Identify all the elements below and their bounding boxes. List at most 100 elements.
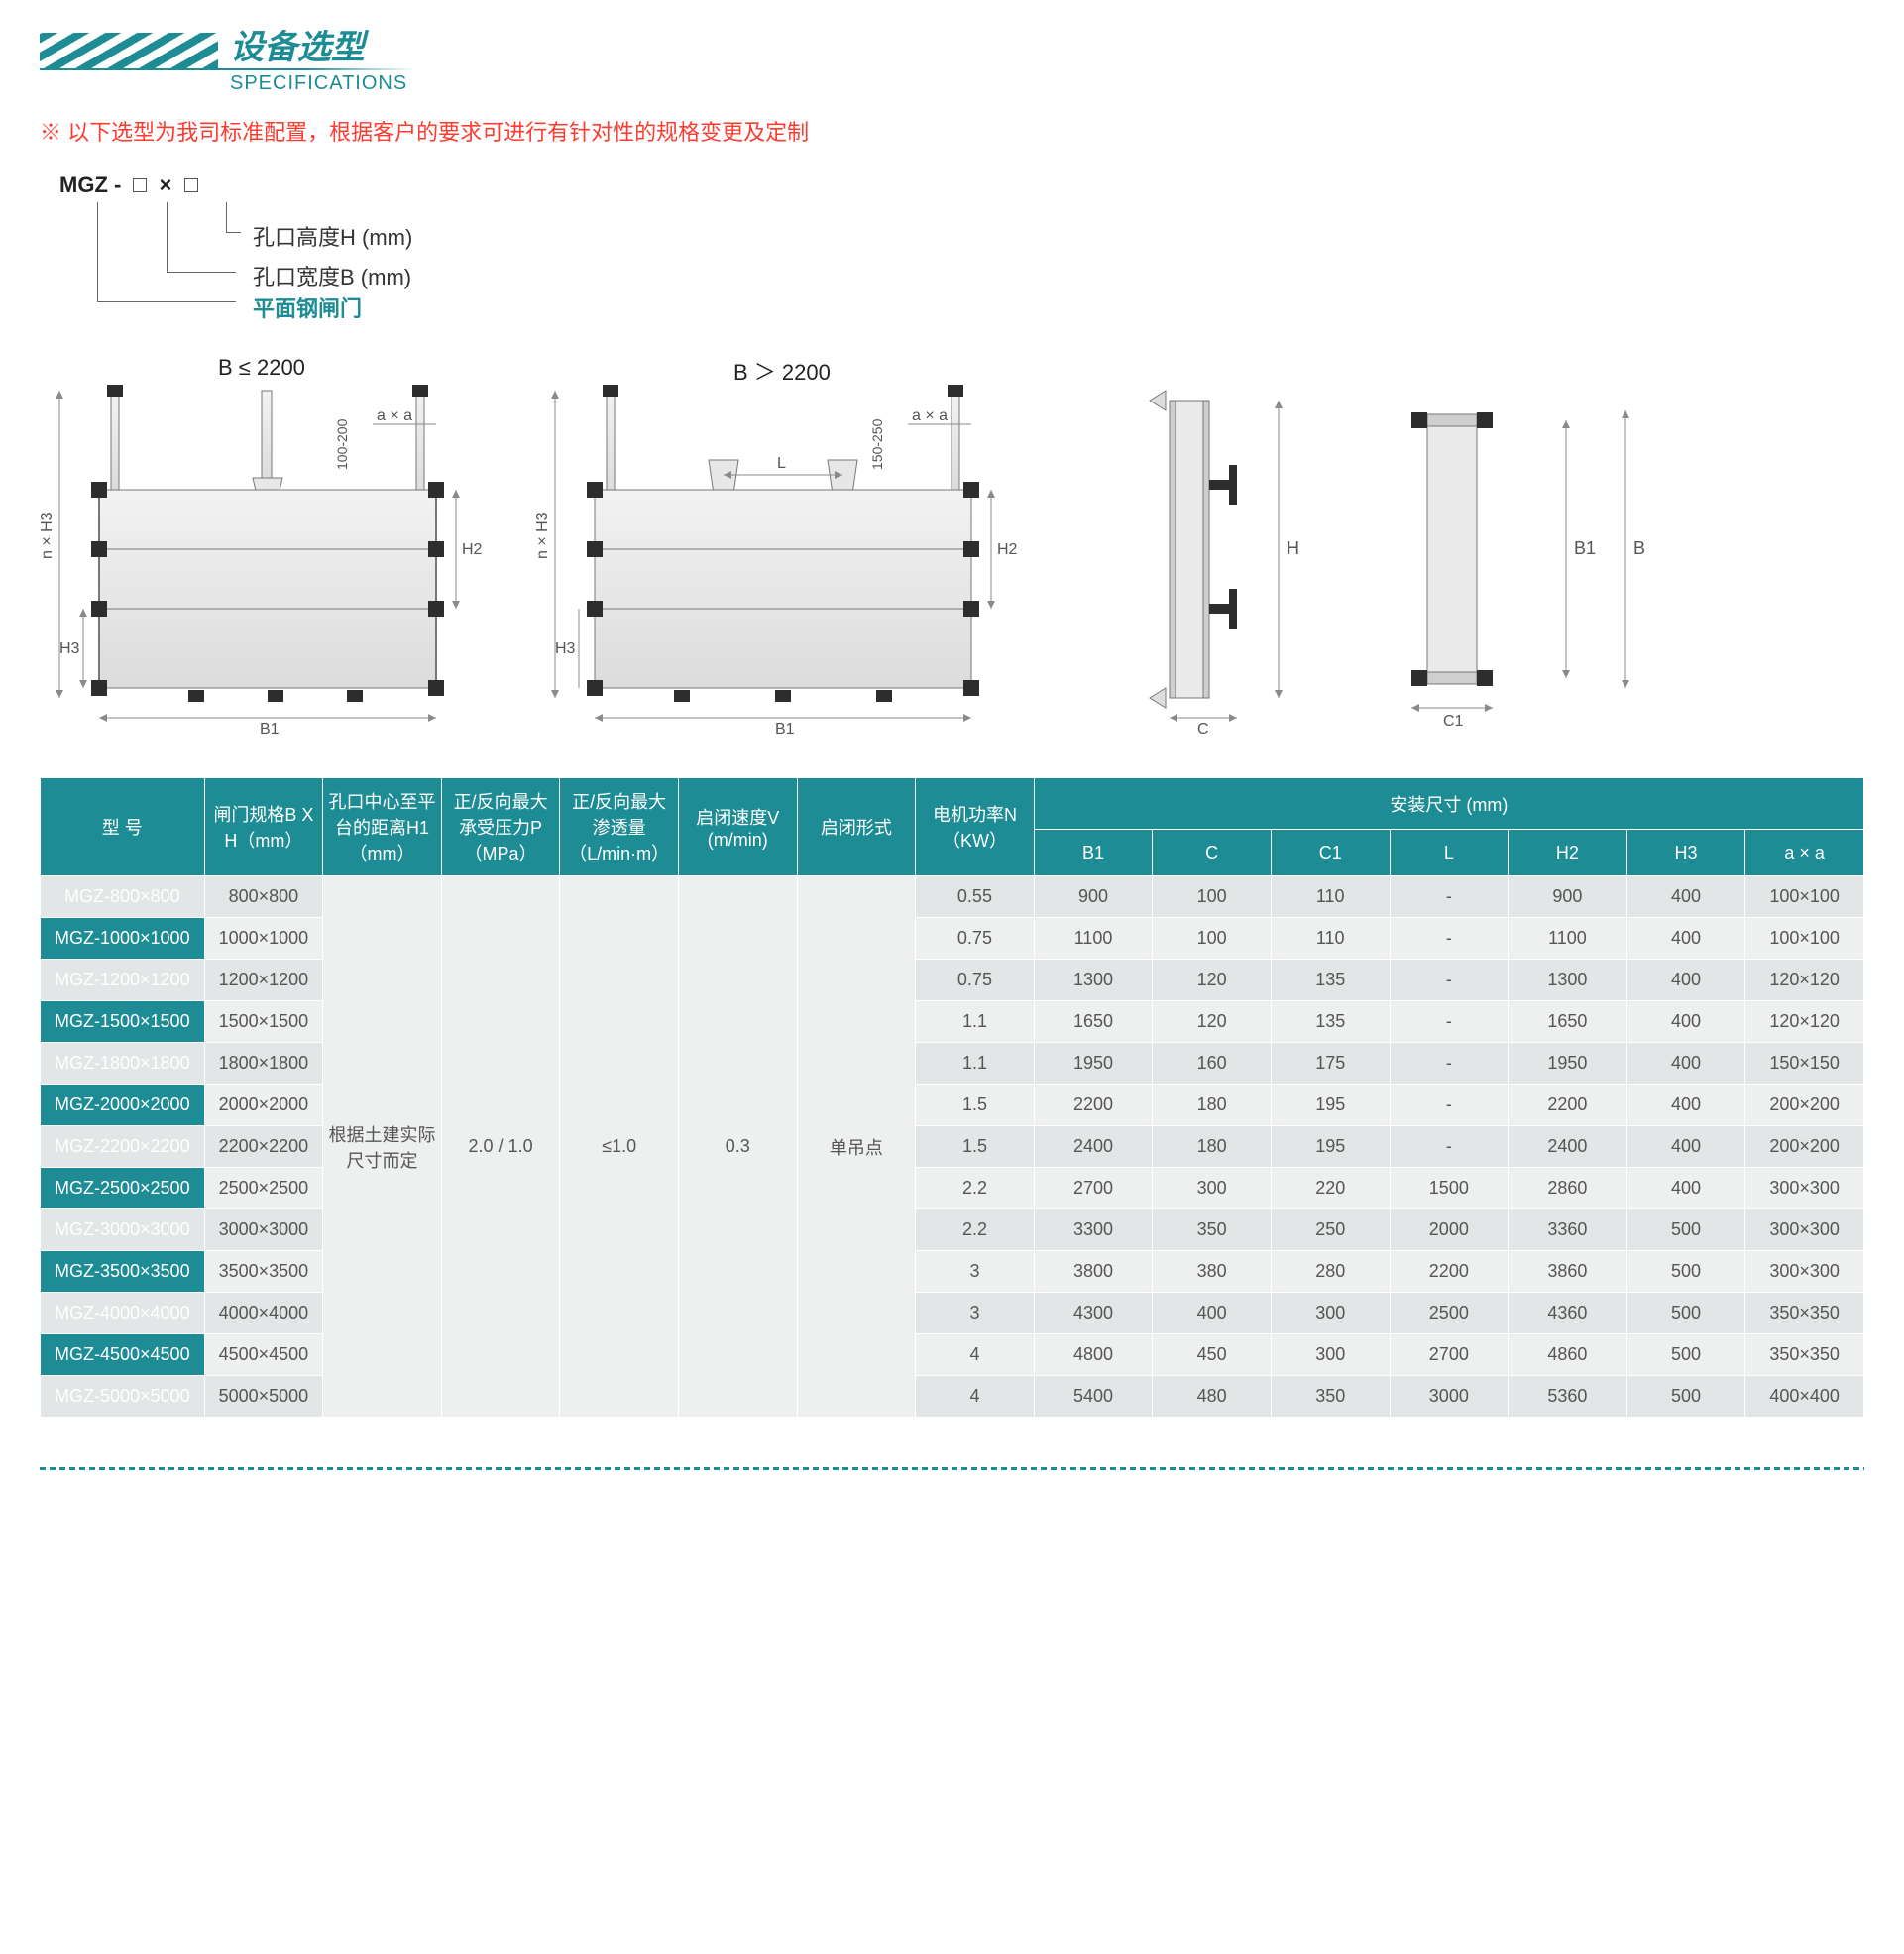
diagram-side-c: H C xyxy=(1070,361,1328,738)
cell-c1: 220 xyxy=(1271,1168,1390,1209)
cell-aa: 300×300 xyxy=(1745,1168,1864,1209)
model-legend: MGZ - × 孔口高度H (mm) 孔口宽度B (mm) 平面钢闸门 xyxy=(59,172,1864,331)
cell-h2: 2860 xyxy=(1509,1168,1627,1209)
cell-l: 3000 xyxy=(1390,1376,1509,1418)
table-row: MGZ-2000×20002000×20001.52200180195-2200… xyxy=(41,1085,1864,1126)
cell-b1: 1100 xyxy=(1034,918,1153,960)
cell-b1: 2200 xyxy=(1034,1085,1153,1126)
cell-size: 3500×3500 xyxy=(204,1251,323,1293)
cell-h1-merged: 根据土建实际尺寸而定 xyxy=(323,876,442,1418)
cell-c: 350 xyxy=(1153,1209,1272,1251)
svg-text:H3: H3 xyxy=(555,640,576,657)
cell-aa: 300×300 xyxy=(1745,1251,1864,1293)
cell-model: MGZ-2000×2000 xyxy=(41,1085,205,1126)
th-v: 启闭速度V (m/min) xyxy=(678,778,797,876)
cell-aa: 350×350 xyxy=(1745,1334,1864,1376)
cell-c1: 110 xyxy=(1271,918,1390,960)
cell-l: 1500 xyxy=(1390,1168,1509,1209)
cell-model: MGZ-1800×1800 xyxy=(41,1043,205,1085)
cell-c: 300 xyxy=(1153,1168,1272,1209)
cell-l: - xyxy=(1390,918,1509,960)
cell-n: 2.2 xyxy=(916,1209,1035,1251)
cell-l: 2000 xyxy=(1390,1209,1509,1251)
table-row: MGZ-4000×40004000×4000343004003002500436… xyxy=(41,1293,1864,1334)
svg-text:a × a: a × a xyxy=(912,407,948,424)
cell-aa: 200×200 xyxy=(1745,1085,1864,1126)
cell-size: 800×800 xyxy=(204,876,323,918)
svg-text:a × a: a × a xyxy=(377,407,412,424)
cell-n: 0.75 xyxy=(916,960,1035,1001)
cell-model: MGZ-2500×2500 xyxy=(41,1168,205,1209)
th-h3: H3 xyxy=(1626,830,1745,876)
th-l: L xyxy=(1390,830,1509,876)
cell-size: 1200×1200 xyxy=(204,960,323,1001)
cell-p-merged: 2.0 / 1.0 xyxy=(441,876,560,1418)
svg-text:C: C xyxy=(1197,721,1209,738)
svg-text:100-200: 100-200 xyxy=(334,418,350,470)
title-en: SPECIFICATIONS xyxy=(230,72,1864,95)
cell-h2: 4860 xyxy=(1509,1334,1627,1376)
cell-h3: 400 xyxy=(1626,1168,1745,1209)
legend-name: 平面钢闸门 xyxy=(253,291,362,323)
cell-h2: 5360 xyxy=(1509,1376,1627,1418)
th-h2: H2 xyxy=(1509,830,1627,876)
th-leak: 正/反向最大渗透量（L/min·m） xyxy=(560,778,679,876)
cell-h2: 2400 xyxy=(1509,1126,1627,1168)
cell-model: MGZ-1500×1500 xyxy=(41,1001,205,1043)
table-head: 型 号 闸门规格B X H（mm） 孔口中心至平台的距离H1（mm） 正/反向最… xyxy=(41,778,1864,876)
cell-c1: 300 xyxy=(1271,1293,1390,1334)
cell-h3: 500 xyxy=(1626,1376,1745,1418)
legend-b: 孔口宽度B (mm) xyxy=(253,260,411,291)
cell-aa: 150×150 xyxy=(1745,1043,1864,1085)
cell-model: MGZ-800×800 xyxy=(41,876,205,918)
cell-h2: 1100 xyxy=(1509,918,1627,960)
table-row: MGZ-2200×22002200×22001.52400180195-2400… xyxy=(41,1126,1864,1168)
th-size: 闸门规格B X H（mm） xyxy=(204,778,323,876)
cell-size: 2200×2200 xyxy=(204,1126,323,1168)
cell-size: 5000×5000 xyxy=(204,1376,323,1418)
cell-l: - xyxy=(1390,1001,1509,1043)
cell-c1: 175 xyxy=(1271,1043,1390,1085)
cell-b1: 5400 xyxy=(1034,1376,1153,1418)
cell-c1: 110 xyxy=(1271,876,1390,918)
th-type: 启闭形式 xyxy=(797,778,916,876)
cell-h2: 1950 xyxy=(1509,1043,1627,1085)
svg-text:B: B xyxy=(1633,538,1645,558)
cell-size: 1500×1500 xyxy=(204,1001,323,1043)
th-install: 安装尺寸 (mm) xyxy=(1034,778,1863,830)
cell-model: MGZ-1000×1000 xyxy=(41,918,205,960)
diagram-front-single: B ≤ 2200 n × H3 xyxy=(40,361,496,738)
cell-h2: 3860 xyxy=(1509,1251,1627,1293)
cell-n: 0.55 xyxy=(916,876,1035,918)
cell-c1: 135 xyxy=(1271,1001,1390,1043)
cell-n: 0.75 xyxy=(916,918,1035,960)
cell-size: 4000×4000 xyxy=(204,1293,323,1334)
cell-size: 1800×1800 xyxy=(204,1043,323,1085)
cell-c: 120 xyxy=(1153,1001,1272,1043)
svg-text:H: H xyxy=(1287,538,1299,558)
cell-l: 2200 xyxy=(1390,1251,1509,1293)
cell-h2: 1300 xyxy=(1509,960,1627,1001)
cell-c1: 350 xyxy=(1271,1376,1390,1418)
model-code: MGZ - × xyxy=(59,172,204,198)
cell-aa: 350×350 xyxy=(1745,1293,1864,1334)
table-row: MGZ-3500×35003500×3500338003802802200386… xyxy=(41,1251,1864,1293)
cell-model: MGZ-3000×3000 xyxy=(41,1209,205,1251)
table-row: MGZ-4500×45004500×4500448004503002700486… xyxy=(41,1334,1864,1376)
cell-b1: 3800 xyxy=(1034,1251,1153,1293)
cell-c: 180 xyxy=(1153,1126,1272,1168)
diagram-side-c1: B1 B C1 xyxy=(1368,361,1685,738)
cell-h3: 500 xyxy=(1626,1209,1745,1251)
cell-v-merged: 0.3 xyxy=(678,876,797,1418)
cell-size: 1000×1000 xyxy=(204,918,323,960)
cell-b1: 2700 xyxy=(1034,1168,1153,1209)
cell-size: 2500×2500 xyxy=(204,1168,323,1209)
cell-l: 2700 xyxy=(1390,1334,1509,1376)
cell-aa: 200×200 xyxy=(1745,1126,1864,1168)
cell-n: 3 xyxy=(916,1293,1035,1334)
cell-c1: 195 xyxy=(1271,1085,1390,1126)
svg-text:H2: H2 xyxy=(462,541,483,558)
cell-h3: 400 xyxy=(1626,1043,1745,1085)
cell-aa: 100×100 xyxy=(1745,918,1864,960)
table-row: MGZ-3000×30003000×30002.2330035025020003… xyxy=(41,1209,1864,1251)
